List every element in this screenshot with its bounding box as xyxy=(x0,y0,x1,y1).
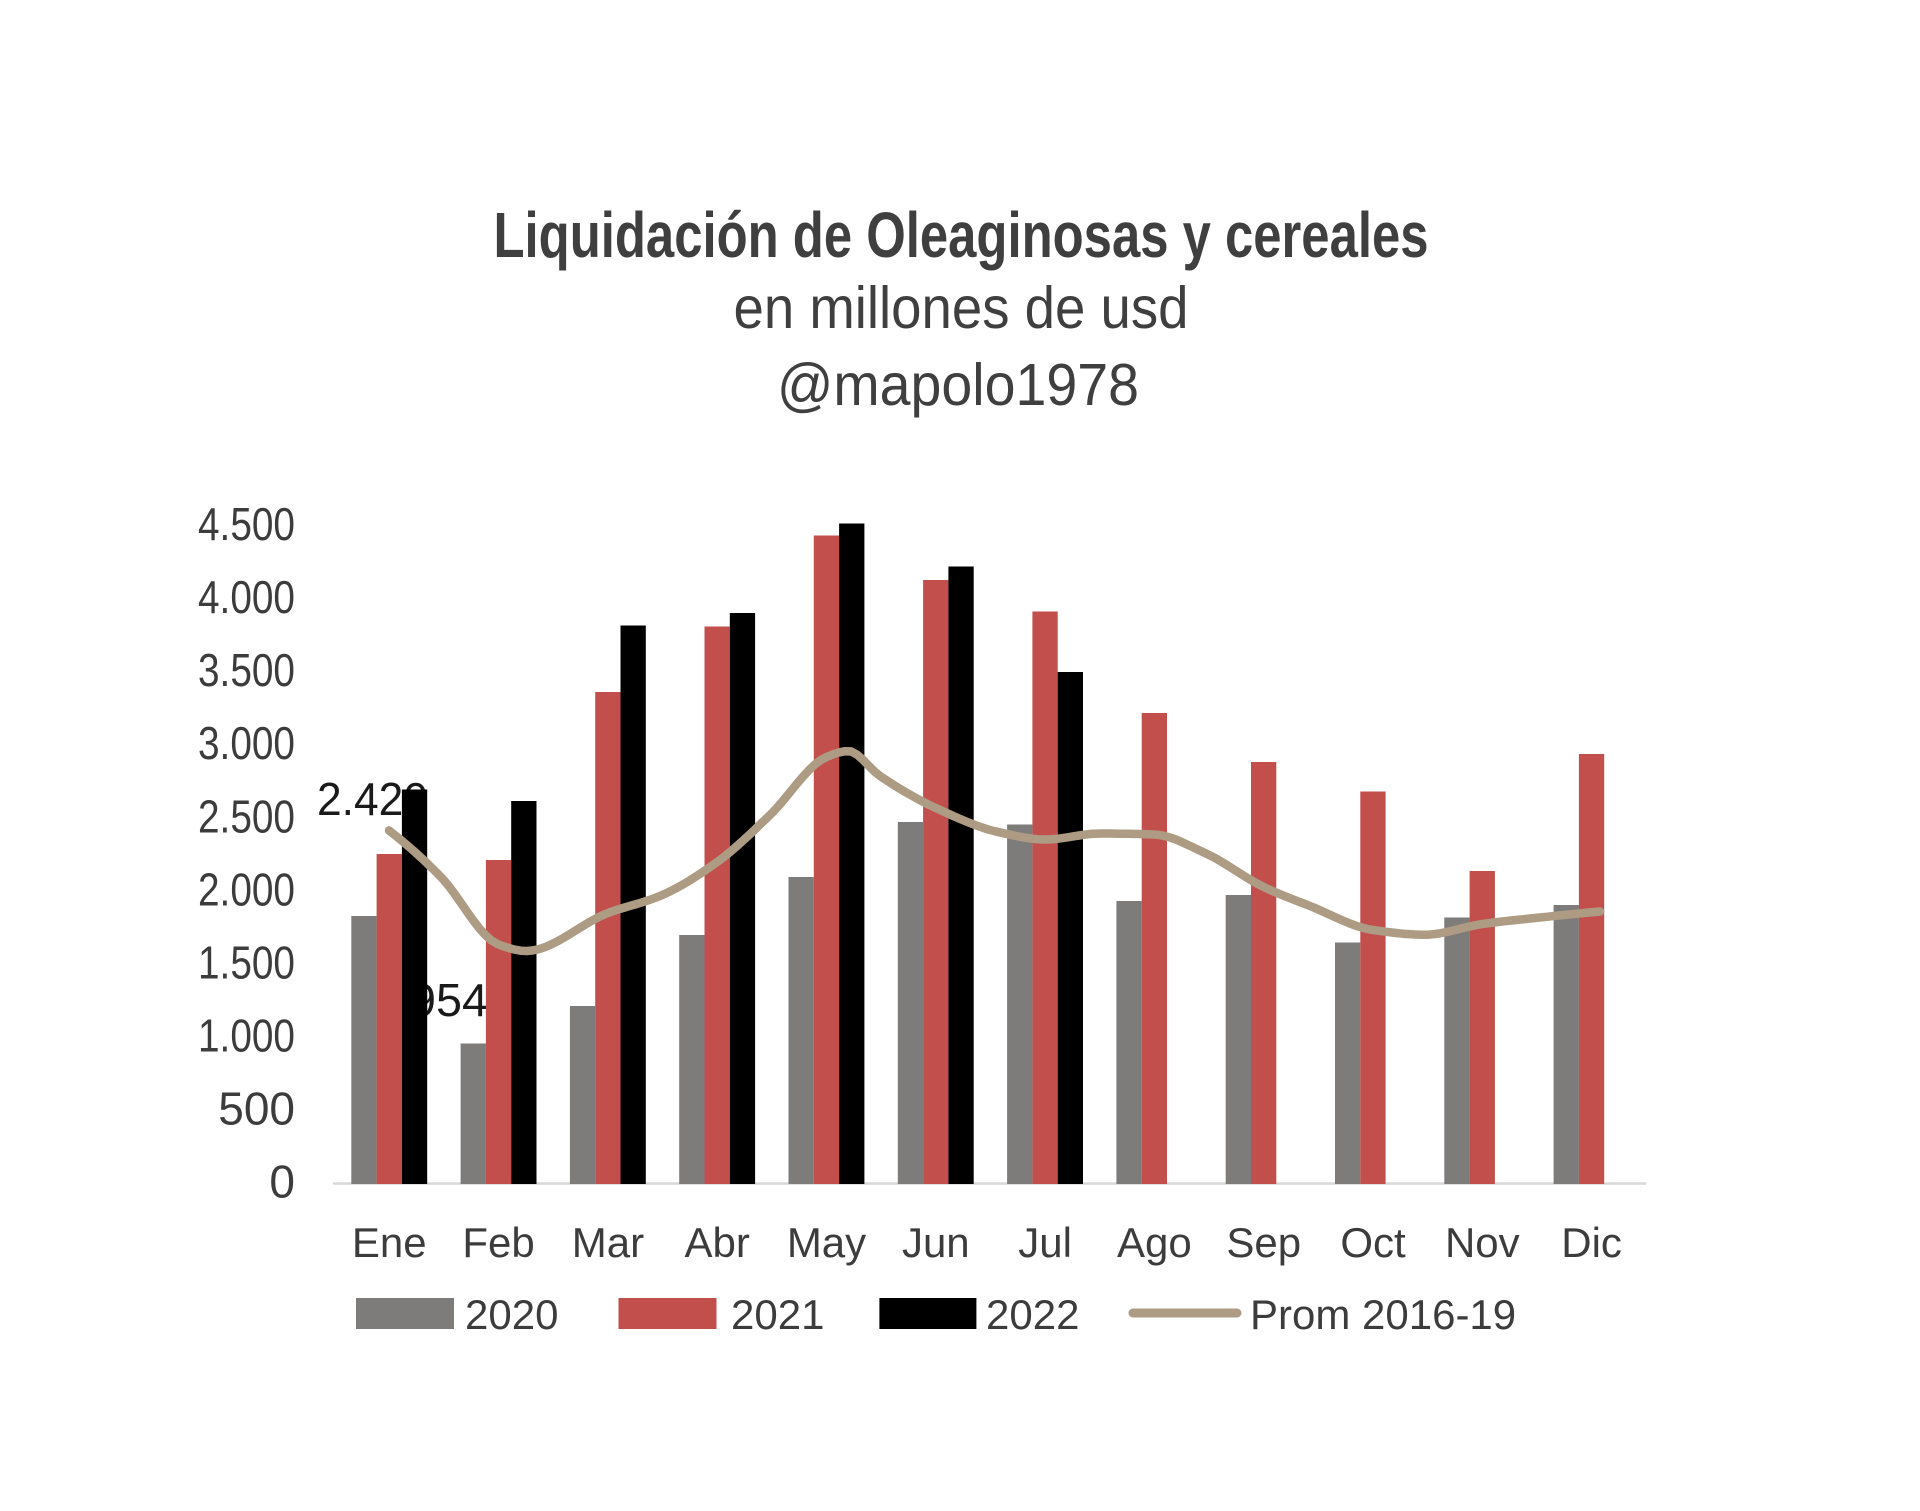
svg-text:Jun: Jun xyxy=(902,1219,970,1266)
svg-text:3.000: 3.000 xyxy=(198,717,295,769)
svg-text:4.500: 4.500 xyxy=(198,498,295,550)
svg-text:Sep: Sep xyxy=(1226,1219,1301,1266)
svg-text:@mapolo1978: @mapolo1978 xyxy=(777,352,1139,418)
svg-text:Abr: Abr xyxy=(685,1219,750,1266)
svg-text:Liquidación de Oleaginosas y c: Liquidación de Oleaginosas y cereales xyxy=(494,199,1429,271)
svg-text:Ene: Ene xyxy=(352,1219,427,1266)
svg-text:Ago: Ago xyxy=(1117,1219,1192,1266)
svg-text:Feb: Feb xyxy=(462,1219,534,1266)
svg-text:3.500: 3.500 xyxy=(198,644,295,696)
svg-text:Oct: Oct xyxy=(1340,1219,1406,1266)
svg-text:2020: 2020 xyxy=(465,1291,558,1338)
svg-text:Dic: Dic xyxy=(1561,1219,1622,1266)
svg-text:500: 500 xyxy=(218,1083,295,1135)
svg-text:2.000: 2.000 xyxy=(198,864,295,916)
svg-text:1.500: 1.500 xyxy=(198,937,295,989)
svg-text:2.500: 2.500 xyxy=(198,791,295,843)
svg-text:2022: 2022 xyxy=(986,1291,1079,1338)
svg-text:Prom 2016-19: Prom 2016-19 xyxy=(1250,1291,1516,1338)
svg-text:1.000: 1.000 xyxy=(198,1010,295,1062)
svg-text:May: May xyxy=(787,1219,866,1266)
svg-text:Nov: Nov xyxy=(1445,1219,1520,1266)
svg-text:0: 0 xyxy=(269,1156,295,1208)
svg-text:2021: 2021 xyxy=(731,1291,824,1338)
svg-text:Jul: Jul xyxy=(1018,1219,1072,1266)
svg-text:Mar: Mar xyxy=(572,1219,644,1266)
svg-text:4.000: 4.000 xyxy=(198,571,295,623)
svg-text:en millones de usd: en millones de usd xyxy=(734,275,1189,341)
